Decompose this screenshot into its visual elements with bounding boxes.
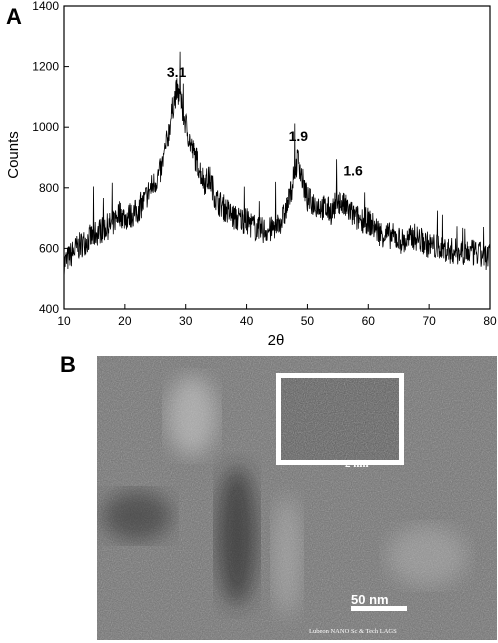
peak-label: 1.6: [343, 163, 363, 179]
scale-bar: [351, 606, 407, 611]
x-tick-label: 10: [57, 314, 71, 328]
x-tick-label: 60: [362, 314, 376, 328]
y-tick-label: 1400: [32, 0, 59, 13]
panel-label-b: B: [60, 352, 76, 377]
x-tick-label: 80: [483, 314, 497, 328]
xrd-series-line: [63, 51, 491, 278]
peak-label: 1.9: [289, 128, 309, 144]
y-tick-label: 1200: [32, 60, 59, 74]
x-tick-label: 30: [179, 314, 193, 328]
x-tick-label: 70: [422, 314, 436, 328]
scale-bar-label: 50 nm: [351, 592, 389, 607]
plot-frame: [63, 5, 491, 310]
y-tick-label: 400: [39, 302, 59, 316]
peak-label: 3.1: [167, 64, 187, 80]
x-tick-label: 50: [301, 314, 315, 328]
tem-micrograph: 2 nm 50 nm Lubeon NANO Sc & Tech LAGS: [97, 356, 497, 640]
y-tick-label: 600: [39, 241, 59, 255]
y-tick-label: 800: [39, 181, 59, 195]
inset-scale-label: 2 nm: [345, 458, 369, 470]
instrument-credit: Lubeon NANO Sc & Tech LAGS: [309, 628, 397, 635]
x-tick-label: 20: [118, 314, 132, 328]
hrtem-inset: 2 nm: [276, 373, 404, 470]
x-tick-label: 40: [240, 314, 254, 328]
y-tick-label: 1000: [32, 120, 59, 134]
panel-label-a: A: [6, 4, 22, 29]
xrd-chart: 10 20 30 40 50 60 70 80 400 600 800 1000 1200 1400 3…: [5, 0, 497, 349]
y-axis-label: Counts: [5, 131, 22, 179]
x-axis-label: 2θ: [268, 332, 285, 349]
